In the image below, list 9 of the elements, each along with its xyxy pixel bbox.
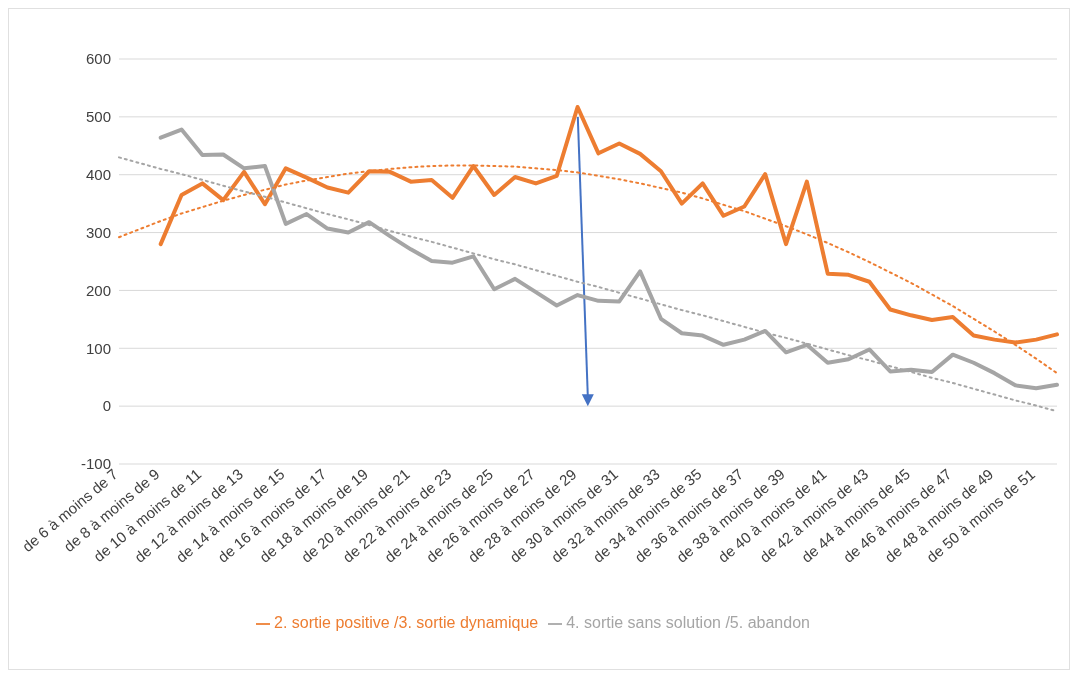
legend-label: 2. sortie positive /3. sortie dynamique (274, 614, 539, 631)
legend-label: 4. sortie sans solution /5. abandon (566, 614, 810, 631)
y-tick-label: 600 (85, 50, 111, 68)
y-tick-label: 400 (85, 166, 111, 184)
y-tick-label: 100 (85, 339, 111, 357)
y-tick-label: 500 (85, 108, 111, 126)
y-tick-label: 200 (85, 281, 111, 299)
y-tick-label: 300 (85, 223, 111, 241)
y-tick-label: 0 (102, 397, 111, 415)
